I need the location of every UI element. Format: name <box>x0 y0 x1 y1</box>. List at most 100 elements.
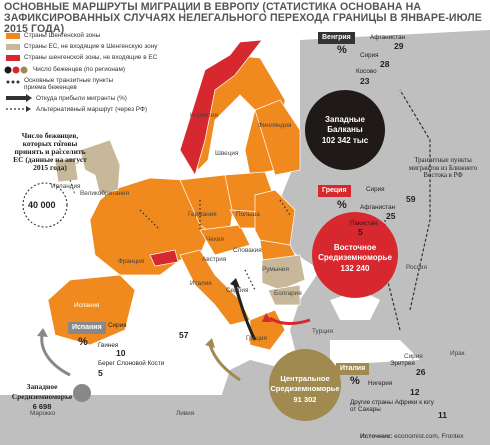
source-value: economist.com, Frontex <box>394 433 464 440</box>
hu-item-3-label: Косово <box>356 68 377 75</box>
central-med-name: Центральное Средиземноморье <box>270 374 340 393</box>
it-item-1-value: 26 <box>416 367 426 377</box>
label-austria: Австрия <box>202 256 227 263</box>
legend-transit-dot-2 <box>11 80 15 84</box>
es-item-1-value: 57 <box>179 330 189 340</box>
it-item-2-label: Нигерия <box>368 380 393 387</box>
label-uk: Великобритания <box>80 190 130 197</box>
hu-item-1-label: Афганистан <box>370 34 406 41</box>
label-france: Франция <box>118 258 145 265</box>
route-arrow-greece-head <box>262 313 272 322</box>
legend-refugees-label: Число беженцев (по регионам) <box>33 66 125 73</box>
legend-alt-route-label: Альтернативный маршрут (через РФ) <box>36 106 147 113</box>
label-italy: Италия <box>190 280 212 287</box>
it-item-3-label: Другие страны Африки к югу от Сахары <box>350 399 434 413</box>
legend-swatch-non-eu-schengen <box>6 55 20 61</box>
circle-west-med <box>73 384 91 402</box>
legend-schengen-non-eu-label: Страны шенгенской зоны, не входящие в ЕС <box>24 54 158 61</box>
legend-circle-dark <box>4 66 12 74</box>
route-arrow-balkans <box>233 284 257 341</box>
legend-schengen-label: Страны Шенгенской зоны <box>24 32 101 39</box>
percent-icon-italy: % <box>350 375 360 387</box>
percent-icon-hungary: % <box>337 44 347 56</box>
route-arrow-spain <box>40 334 71 377</box>
label-turkey: Турция <box>312 328 333 335</box>
label-ireland: Ирландия <box>51 183 81 190</box>
uk-quota-value: 40 000 <box>28 200 56 210</box>
west-balkans-value: 102 342 тыс <box>321 136 369 145</box>
circle-west-balkans <box>305 90 385 170</box>
label-sweden: Швеция <box>215 150 239 157</box>
legend-circle-olive <box>20 66 28 74</box>
it-item-2-value: 12 <box>410 387 420 397</box>
label-slovakia: Словакия <box>233 247 262 254</box>
legend-alt-route-arrow <box>26 106 31 112</box>
legend-swatch-eu <box>6 44 20 50</box>
east-med-value: 132 240 <box>340 264 370 273</box>
legend-eu-label: Страны ЕС, не входящие в Шенгенскую зону <box>24 43 158 50</box>
schengen-non-eu-land <box>149 39 263 267</box>
transit-note: Транзитные пункты мигрантов из Ближнего … <box>408 157 478 179</box>
hu-item-1-value: 29 <box>394 41 404 51</box>
legend-origin-arrow <box>26 94 32 102</box>
label-romania: Румыния <box>262 266 289 273</box>
source-note: Источник: economist.com, Frontex <box>360 433 463 440</box>
it-item-3-value: 11 <box>438 410 447 420</box>
route-arrow-italy <box>208 344 241 382</box>
central-med-value: 91 302 <box>293 395 317 404</box>
gr-item-3-label: Пакистан <box>350 220 378 227</box>
route-arrow-italy-head <box>205 338 215 348</box>
label-norway: Норвегия <box>190 112 218 119</box>
origin-bar-spain: Испания <box>68 322 106 334</box>
es-item-3-label: Берег Слоновой Кости <box>98 360 165 367</box>
west-balkans-name: Западные Балканы <box>325 115 365 134</box>
hu-item-2-label: Сирия <box>360 52 379 59</box>
uk-dashed-line <box>59 135 76 196</box>
route-arrow-balkans-head <box>230 278 240 288</box>
percent-icon-greece: % <box>337 199 347 211</box>
it-item-1-label: Эритрея <box>390 360 415 367</box>
legend-transit-dot <box>6 80 10 84</box>
west-med-name: Западное Средиземноморье <box>11 382 73 401</box>
gr-item-3-value: 5 <box>358 227 363 237</box>
hu-item-3-value: 23 <box>360 76 370 86</box>
es-item-3-value: 5 <box>98 368 103 378</box>
gr-item-1-value: 59 <box>406 194 416 204</box>
gr-item-2-label: Афганистан <box>360 204 396 211</box>
label-morocco: Марокко <box>30 410 56 417</box>
es-item-2-value: 10 <box>116 348 126 358</box>
label-poland: Польша <box>236 211 260 218</box>
label-libya: Ливия <box>176 410 195 417</box>
origin-bar-italy: Италия <box>336 363 370 375</box>
legend-circle-red <box>12 66 20 74</box>
es-item-2-label: Гвинея <box>98 342 119 349</box>
legend-origin-bar <box>6 96 26 100</box>
route-arrow-spain-head <box>37 328 48 337</box>
hu-item-2-value: 28 <box>380 59 390 69</box>
route-arrow-greece <box>269 316 311 325</box>
gr-item-1-label: Сирия <box>366 186 385 193</box>
origin-bar-hungary: Венгрия <box>318 32 355 44</box>
percent-icon-spain: % <box>78 336 88 348</box>
label-germany: Германия <box>188 211 217 218</box>
east-med-name: Восточное Средиземноморье <box>318 243 392 262</box>
circle-east-med <box>312 212 398 298</box>
legend-origin-label: Откуда прибыли мигранты (%) <box>36 95 127 102</box>
uk-quota-circle <box>22 182 68 228</box>
label-iraq: Ирак <box>450 350 465 357</box>
sea <box>140 90 420 375</box>
label-bulgaria: Болгария <box>274 290 302 297</box>
west-med-value: 6 698 <box>32 402 52 411</box>
label-greece: Греция <box>246 335 267 342</box>
label-serbia: Сербия <box>226 287 249 294</box>
label-finland: Финляндия <box>258 122 292 129</box>
legend-transit-label: Основные транзитные пункты приема беженц… <box>24 77 114 91</box>
alt-route-russia <box>399 89 431 311</box>
legend-swatch-schengen <box>6 33 20 39</box>
gr-item-2-value: 25 <box>386 211 396 221</box>
source-label: Источник: <box>360 433 393 440</box>
page-title: Основные маршруты миграции в Европу (ста… <box>4 1 482 35</box>
label-czech: Чехия <box>206 236 224 243</box>
circle-central-med <box>269 349 341 421</box>
